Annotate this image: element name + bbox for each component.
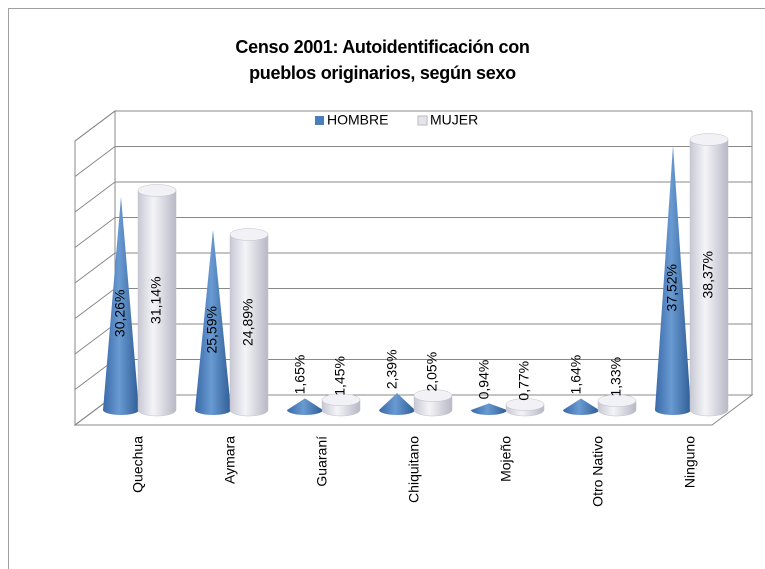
- grid-line-side: [74, 288, 116, 319]
- cylinder: [689, 139, 729, 417]
- value-label: 0,94%: [476, 360, 492, 400]
- frame: [8, 8, 765, 569]
- grid-line-side: [74, 181, 116, 213]
- cylinder-top: [321, 393, 361, 407]
- chart-title: Censo 2001: Autoidentificación con puebl…: [235, 37, 530, 83]
- legend-swatch: [417, 115, 428, 126]
- x-tick-label: Guaraní: [314, 436, 330, 487]
- value-label: 2,39%: [384, 349, 400, 389]
- value-label: 1,64%: [568, 355, 584, 395]
- cylinder-top: [505, 398, 545, 411]
- cone: [563, 398, 599, 415]
- grid-line-side: [74, 252, 116, 284]
- value-label: 24,89%: [240, 299, 256, 346]
- value-label: 2,05%: [424, 352, 440, 392]
- x-tick-label: Ninguno: [682, 436, 698, 488]
- cone: [103, 196, 139, 415]
- x-tick-label: Quechua: [130, 436, 146, 493]
- cylinder: [229, 234, 269, 417]
- x-tick-label: Chiquitano: [406, 436, 422, 503]
- legend-swatch: [315, 116, 324, 125]
- grid-line-side: [74, 146, 116, 177]
- grid-line-side: [74, 323, 116, 355]
- cone: [471, 403, 507, 415]
- cylinder-top: [689, 133, 729, 146]
- cylinder-top: [413, 389, 453, 402]
- legend-label: MUJER: [430, 112, 478, 128]
- value-label: 30,26%: [112, 290, 128, 337]
- x-tick-label: Otro Nativo: [590, 436, 606, 507]
- value-label: 1,45%: [332, 356, 348, 396]
- value-label: 1,65%: [292, 355, 308, 395]
- x-tick-label: Aymara: [222, 436, 238, 484]
- value-label: 0,77%: [516, 361, 532, 401]
- value-label: 31,14%: [148, 276, 164, 323]
- cone: [195, 229, 231, 415]
- cylinder-top: [597, 394, 637, 407]
- grid-line-side: [74, 110, 116, 142]
- cylinder: [137, 190, 177, 417]
- cylinder-top: [229, 228, 269, 241]
- value-label: 1,33%: [608, 357, 624, 397]
- x-tick-label: Mojeño: [498, 436, 514, 482]
- value-label: 25,59%: [204, 306, 220, 353]
- cone: [287, 398, 323, 415]
- value-label: 38,37%: [700, 251, 716, 298]
- cone: [655, 145, 691, 415]
- grid-line-side: [74, 217, 116, 248]
- cone: [379, 393, 415, 415]
- value-label: 37,52%: [664, 264, 680, 311]
- legend-label: HOMBRE: [327, 112, 388, 128]
- cylinder-top: [137, 184, 177, 197]
